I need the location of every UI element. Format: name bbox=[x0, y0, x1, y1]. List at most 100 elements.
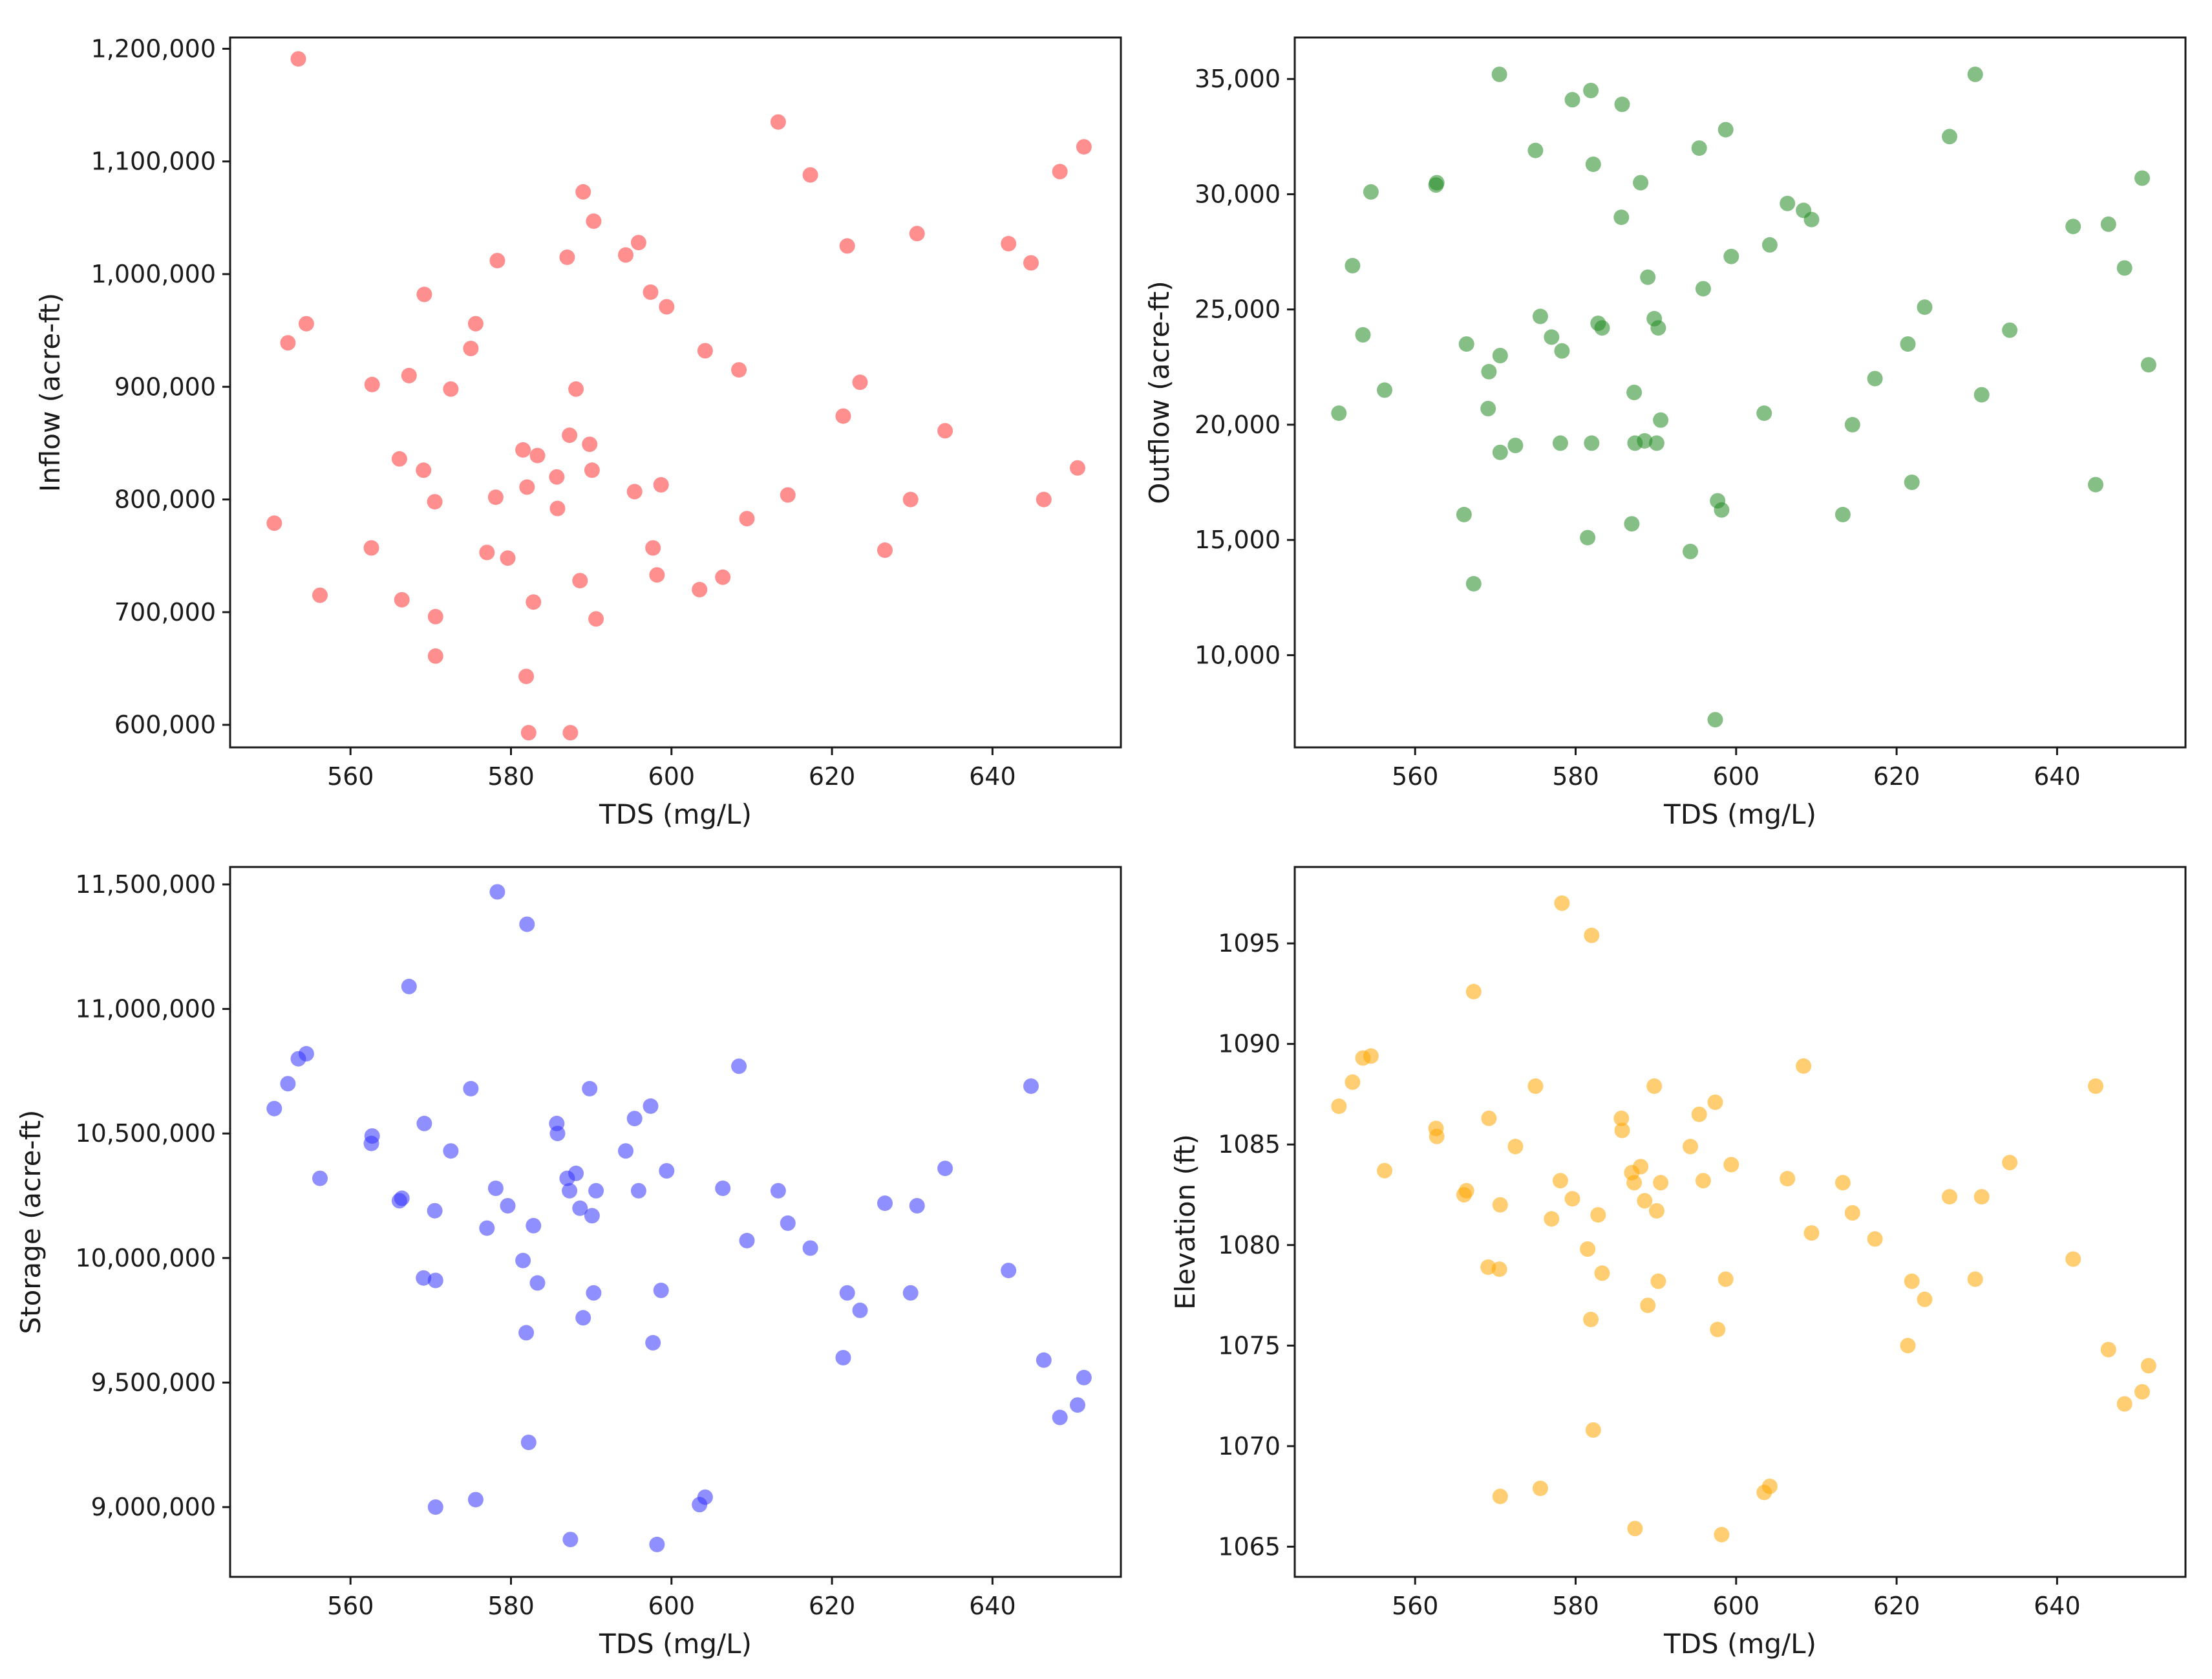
storage-y-axis-label: Storage (acre-ft) bbox=[15, 1109, 47, 1334]
elevation-point bbox=[1942, 1189, 1957, 1205]
inflow-point bbox=[526, 594, 542, 610]
elevation-point bbox=[2140, 1358, 2156, 1374]
outflow-point bbox=[1507, 438, 1524, 453]
elevation-point bbox=[1552, 1173, 1568, 1189]
inflow-plot-frame bbox=[229, 36, 1122, 749]
storage-panel: 560 580 600 620 640 9,000,000 9,500,000 10,000,… bbox=[15, 866, 1122, 1660]
inflow-x-tick-label: 640 bbox=[969, 762, 1016, 791]
elevation-x-tick-label: 640 bbox=[2034, 1592, 2081, 1620]
storage-point bbox=[715, 1181, 731, 1196]
storage-point bbox=[697, 1489, 713, 1505]
inflow-point bbox=[645, 540, 661, 556]
elevation-point bbox=[2134, 1384, 2150, 1400]
outflow-point bbox=[1714, 502, 1730, 518]
outflow-point bbox=[1640, 269, 1656, 285]
outflow-point bbox=[1650, 320, 1666, 336]
storage-point bbox=[645, 1334, 661, 1351]
storage-point bbox=[902, 1285, 919, 1301]
inflow-point bbox=[363, 540, 379, 556]
storage-y-tick-label: 10,000,000 bbox=[75, 1244, 216, 1272]
outflow-point bbox=[1456, 506, 1472, 522]
outflow-plot-frame bbox=[1293, 36, 2187, 749]
storage-point bbox=[575, 1310, 591, 1326]
elevation-point bbox=[1492, 1488, 1508, 1504]
elevation-point bbox=[1594, 1265, 1610, 1281]
elevation-point bbox=[1458, 1182, 1474, 1199]
inflow-point bbox=[562, 725, 579, 741]
elevation-point bbox=[2100, 1342, 2116, 1358]
inflow-point bbox=[659, 299, 675, 315]
inflow-x-tick-label: 560 bbox=[327, 762, 374, 791]
storage-point bbox=[626, 1111, 643, 1127]
storage-point bbox=[520, 1435, 537, 1450]
elevation-point bbox=[1583, 1311, 1599, 1327]
elevation-point bbox=[1867, 1231, 1883, 1247]
elevation-point bbox=[1429, 1128, 1445, 1144]
storage-plot-frame bbox=[229, 866, 1122, 1578]
outflow-point bbox=[1844, 416, 1860, 433]
storage-y-tick-label: 9,500,000 bbox=[91, 1368, 216, 1396]
storage-point bbox=[653, 1282, 669, 1298]
inflow-panel: 560 580 600 620 640 600,000 700,000 800,000 900,… bbox=[34, 34, 1122, 830]
storage-point bbox=[312, 1170, 328, 1186]
storage-point bbox=[549, 1126, 566, 1142]
storage-y-tick-label: 11,500,000 bbox=[75, 870, 216, 899]
inflow-point bbox=[463, 341, 479, 356]
storage-point bbox=[416, 1270, 432, 1286]
elevation-point bbox=[1585, 1422, 1601, 1438]
elevation-point bbox=[1627, 1521, 1643, 1537]
outflow-y-axis-label: Outflow (acre-ft) bbox=[1143, 281, 1175, 504]
elevation-point bbox=[1648, 1203, 1664, 1219]
outflow-point bbox=[1942, 129, 1957, 145]
outflow-x-tick-label: 580 bbox=[1552, 762, 1599, 791]
storage-x-tick-label: 640 bbox=[969, 1592, 1016, 1620]
elevation-point bbox=[1507, 1139, 1524, 1155]
storage-y-tick-label: 10,500,000 bbox=[75, 1119, 216, 1148]
outflow-point bbox=[2100, 216, 2116, 232]
storage-point bbox=[739, 1232, 755, 1248]
outflow-point bbox=[1594, 320, 1610, 336]
inflow-point bbox=[626, 484, 643, 500]
elevation-x-axis-label: TDS (mg/L) bbox=[1663, 1628, 1816, 1660]
elevation-point bbox=[1900, 1338, 1916, 1354]
elevation-point bbox=[1481, 1110, 1497, 1126]
elevation-point bbox=[1650, 1273, 1666, 1289]
elevation-point bbox=[1717, 1271, 1734, 1287]
inflow-point bbox=[416, 462, 432, 478]
storage-point bbox=[266, 1100, 282, 1117]
outflow-point bbox=[1695, 281, 1711, 297]
inflow-point bbox=[618, 247, 633, 263]
storage-point bbox=[463, 1080, 479, 1096]
outflow-y-tick-label: 10,000 bbox=[1195, 641, 1281, 669]
outflow-point bbox=[2134, 170, 2150, 186]
inflow-point bbox=[568, 381, 584, 397]
elevation-point bbox=[2065, 1251, 2081, 1267]
storage-point bbox=[852, 1302, 868, 1318]
inflow-point bbox=[1036, 491, 1052, 508]
elevation-point bbox=[1723, 1157, 1739, 1173]
inflow-point bbox=[1076, 139, 1092, 155]
elevation-y-tick-label: 1080 bbox=[1218, 1231, 1281, 1259]
inflow-x-tick-label: 580 bbox=[487, 762, 535, 791]
storage-point bbox=[643, 1098, 659, 1114]
inflow-point bbox=[715, 569, 731, 585]
outflow-point bbox=[1331, 405, 1347, 422]
inflow-point bbox=[266, 515, 282, 531]
elevation-y-tick-label: 1095 bbox=[1218, 929, 1281, 957]
outflow-point bbox=[1458, 336, 1474, 352]
elevation-x-tick-label: 620 bbox=[1873, 1592, 1920, 1620]
outflow-point bbox=[1564, 92, 1580, 108]
outflow-point bbox=[1626, 385, 1643, 400]
inflow-point bbox=[643, 284, 659, 300]
inflow-point bbox=[427, 494, 443, 510]
elevation-point bbox=[1917, 1291, 1933, 1307]
storage-point bbox=[364, 1128, 380, 1144]
inflow-x-tick-label: 620 bbox=[809, 762, 856, 791]
outflow-point bbox=[1756, 405, 1772, 422]
inflow-point bbox=[427, 608, 443, 625]
storage-x-tick-label: 620 bbox=[809, 1592, 856, 1620]
inflow-y-tick-label: 800,000 bbox=[114, 486, 216, 514]
outflow-point bbox=[1613, 209, 1630, 226]
inflow-point bbox=[572, 573, 588, 589]
outflow-point bbox=[2002, 322, 2018, 338]
